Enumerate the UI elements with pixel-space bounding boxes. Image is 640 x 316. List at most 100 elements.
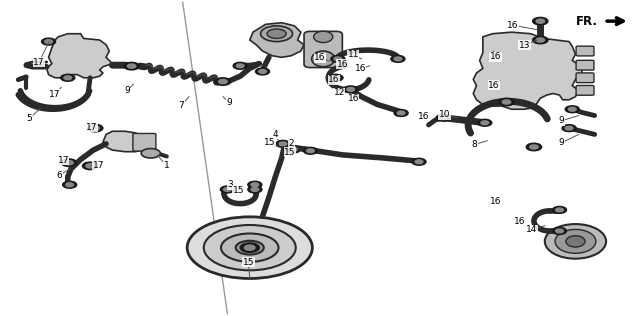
Circle shape: [66, 183, 74, 187]
Circle shape: [219, 79, 227, 84]
Text: 3: 3: [228, 180, 234, 189]
Circle shape: [42, 38, 56, 45]
Circle shape: [91, 126, 99, 130]
Circle shape: [532, 17, 548, 25]
Circle shape: [440, 116, 447, 120]
Circle shape: [394, 57, 402, 61]
Circle shape: [347, 88, 355, 91]
Circle shape: [556, 208, 563, 212]
Text: 11: 11: [348, 50, 359, 59]
Polygon shape: [47, 34, 113, 78]
Circle shape: [394, 110, 408, 117]
Ellipse shape: [566, 236, 585, 247]
Circle shape: [329, 74, 343, 81]
Circle shape: [556, 229, 563, 233]
Text: 15: 15: [284, 148, 296, 157]
Circle shape: [86, 164, 94, 168]
Circle shape: [127, 64, 136, 68]
Text: 16: 16: [418, 112, 429, 121]
Text: 16: 16: [337, 60, 348, 69]
Circle shape: [481, 121, 488, 125]
FancyBboxPatch shape: [576, 73, 594, 83]
Text: 15: 15: [243, 258, 254, 267]
Polygon shape: [103, 131, 151, 152]
Ellipse shape: [236, 241, 264, 255]
Text: 16: 16: [314, 53, 326, 63]
Text: 5: 5: [26, 114, 32, 123]
Text: 9: 9: [559, 116, 564, 125]
FancyBboxPatch shape: [304, 31, 342, 68]
Circle shape: [303, 147, 317, 154]
Text: 9: 9: [559, 138, 564, 147]
Text: 17: 17: [58, 156, 69, 165]
Ellipse shape: [141, 149, 161, 158]
Circle shape: [334, 57, 342, 61]
Text: 12: 12: [333, 88, 345, 97]
Circle shape: [63, 181, 77, 188]
Circle shape: [562, 125, 576, 131]
Circle shape: [83, 162, 98, 170]
Circle shape: [61, 74, 75, 81]
Text: 16: 16: [488, 81, 499, 89]
Circle shape: [502, 100, 511, 104]
Text: 16: 16: [355, 64, 366, 73]
Circle shape: [240, 243, 259, 252]
Circle shape: [124, 62, 140, 70]
FancyBboxPatch shape: [576, 46, 594, 56]
Ellipse shape: [260, 26, 292, 42]
Text: 6: 6: [56, 171, 62, 180]
Circle shape: [279, 142, 287, 146]
Circle shape: [255, 68, 269, 75]
Circle shape: [88, 124, 103, 132]
Text: 17: 17: [49, 90, 61, 99]
Circle shape: [552, 206, 566, 213]
Circle shape: [233, 62, 247, 69]
Circle shape: [286, 146, 300, 153]
Text: 14: 14: [526, 225, 538, 234]
Circle shape: [276, 140, 290, 147]
Circle shape: [568, 107, 576, 111]
Text: 17: 17: [86, 123, 98, 132]
Circle shape: [415, 160, 423, 164]
Text: 1: 1: [164, 161, 170, 170]
Circle shape: [251, 183, 259, 187]
Circle shape: [45, 40, 52, 44]
Circle shape: [332, 76, 340, 80]
Circle shape: [552, 228, 566, 234]
Text: 9: 9: [124, 86, 130, 95]
Circle shape: [251, 188, 259, 191]
Ellipse shape: [221, 234, 278, 262]
Circle shape: [344, 86, 358, 93]
Circle shape: [536, 19, 545, 23]
Circle shape: [259, 70, 266, 73]
Text: 16: 16: [490, 197, 501, 206]
Circle shape: [412, 158, 426, 165]
Text: 9: 9: [227, 99, 232, 107]
Circle shape: [499, 98, 514, 106]
Circle shape: [436, 114, 451, 121]
Circle shape: [536, 38, 545, 42]
Circle shape: [65, 161, 73, 165]
Text: 4: 4: [273, 130, 278, 139]
Circle shape: [248, 181, 262, 188]
Circle shape: [220, 186, 234, 193]
FancyBboxPatch shape: [576, 86, 594, 95]
Text: 16: 16: [348, 94, 359, 103]
Circle shape: [530, 145, 538, 149]
Ellipse shape: [555, 229, 596, 253]
Circle shape: [565, 106, 579, 113]
Text: 8: 8: [472, 140, 477, 149]
Text: 13: 13: [518, 41, 530, 50]
Ellipse shape: [312, 51, 335, 67]
Circle shape: [477, 119, 492, 126]
Circle shape: [248, 186, 262, 193]
Circle shape: [526, 143, 541, 151]
Circle shape: [391, 55, 405, 62]
Text: 7: 7: [179, 100, 184, 110]
Text: 16: 16: [514, 217, 525, 226]
Text: 16: 16: [328, 76, 340, 84]
Text: 15: 15: [232, 186, 244, 195]
Text: 15: 15: [264, 138, 276, 147]
Circle shape: [223, 188, 231, 191]
Ellipse shape: [314, 31, 333, 43]
